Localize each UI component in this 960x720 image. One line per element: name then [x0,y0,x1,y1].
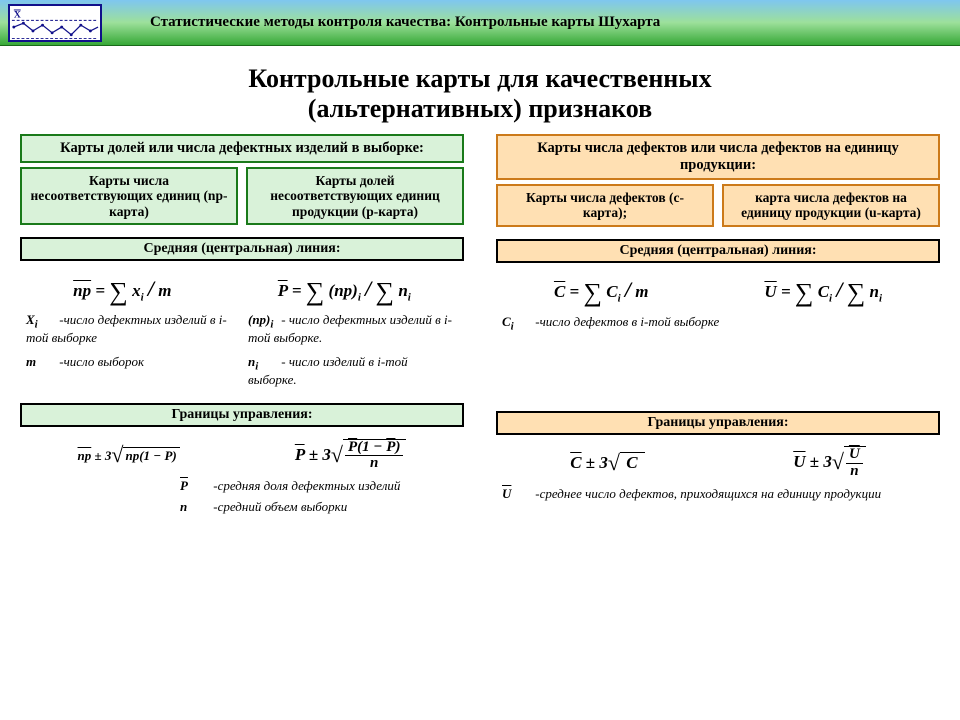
p-limit-formula: P ± 3√P(1 − P)n [295,439,407,473]
np-limit-formula: np ± 3√np(1 − P) [78,442,180,468]
right-defs-2: U -среднее число дефектов, приходящихся … [496,485,940,509]
u-formula: U = ∑ Ci / ∑ ni [764,277,882,304]
top-banner: X Статистические методы контроля качеств… [0,0,960,46]
left-limits-formulas: np ± 3√np(1 − P) P ± 3√P(1 − P)n [20,433,464,477]
p-formula: P = ∑ (np)i / ∑ ni [278,276,411,303]
right-limits-formulas: C ± 3√ C U ± 3√Un [496,441,940,485]
left-defs-2: m -число выборок ni - число изделий в i-… [20,353,464,395]
left-defs-1: Xi -число дефектных изделий в i-той выбо… [20,311,464,353]
c-card-box: Карты числа дефектов (c-карта); [496,184,714,227]
right-defs-1: Ci -число дефектов в i-той выборке [496,313,940,341]
u-card-box: карта числа дефектов на единицу продукци… [722,184,940,227]
banner-title: Статистические методы контроля качества:… [110,14,960,31]
def-n: -средний объем выборки [213,499,347,514]
left-header-box: Карты долей или числа дефектных изделий … [20,134,464,163]
right-central-formulas: C = ∑ Ci / m U = ∑ Ci / ∑ ni [496,269,940,313]
def-npi: - число дефектных изделий в i-той выборк… [248,312,452,345]
left-column: Карты долей или числа дефектных изделий … [20,134,464,522]
c-formula: C = ∑ Ci / m [554,277,649,304]
content-columns: Карты долей или числа дефектных изделий … [0,134,960,522]
def-ubar: -среднее число дефектов, приходящихся на… [535,486,881,501]
u-limit-formula: U ± 3√Un [793,446,866,480]
left-central-label: Средняя (центральная) линия: [20,237,464,261]
left-defs-3: P -средняя доля дефектных изделий n -сре… [20,477,464,522]
right-header-box: Карты числа дефектов или числа дефектов … [496,134,940,180]
left-central-formulas: np = ∑ xi / m P = ∑ (np)i / ∑ ni [20,267,464,311]
right-central-label: Средняя (центральная) линия: [496,239,940,263]
right-limits-label: Границы управления: [496,411,940,435]
def-m: -число выборок [59,354,144,369]
p-card-box: Карты долей несоответствующих единиц про… [246,167,464,226]
chart-logo-icon: X [8,4,102,42]
left-limits-label: Границы управления: [20,403,464,427]
slide-title-line1: Контрольные карты для качественных [248,64,711,93]
np-formula: np = ∑ xi / m [73,276,171,303]
def-ci: -число дефектов в i-той выборке [535,314,719,329]
right-column: Карты числа дефектов или числа дефектов … [496,134,940,522]
np-card-box: Карты числа несоответствующих единиц (np… [20,167,238,226]
svg-text:X: X [14,9,21,20]
def-pbar: -средняя доля дефектных изделий [213,478,400,493]
def-xi: -число дефектных изделий в i-той выборке [26,312,227,345]
slide-title: Контрольные карты для качественных (альт… [0,64,960,124]
c-limit-formula: C ± 3√ C [570,450,645,476]
slide-title-line2: (альтернативных) признаков [308,94,652,123]
